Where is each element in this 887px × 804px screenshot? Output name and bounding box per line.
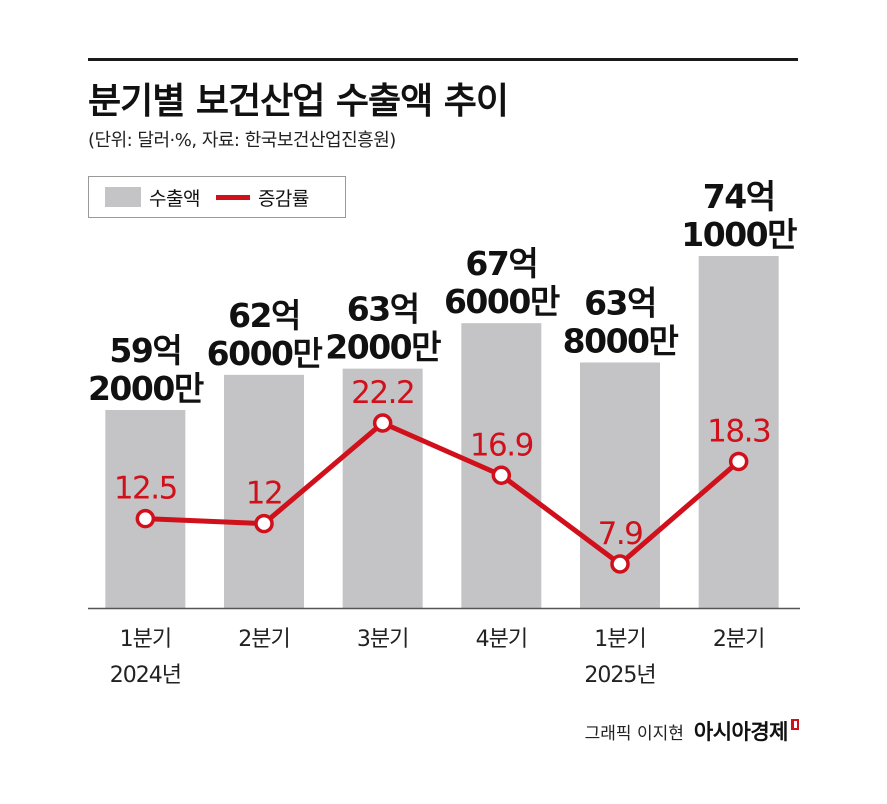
growth-label-6: 18.3 [707, 413, 770, 449]
legend-line-label: 증감률 [257, 187, 309, 210]
x-tick-label-1-line-2: 2024년 [110, 663, 181, 688]
growth-point-3 [372, 413, 393, 433]
growth-label-4: 16.9 [470, 427, 533, 463]
credit: 그래픽 이지현 아시아경제 [585, 716, 799, 746]
bar-value-label-5-line-2: 8000만 [563, 321, 679, 360]
legend-item-growth: 증감률 [215, 184, 309, 211]
chart-subtitle: (단위: 달러·%, 자료: 한국보건산업진흥원) [88, 130, 396, 151]
legend-bar-swatch [105, 187, 141, 207]
x-tick-label-5-line-1: 1분기 [594, 627, 645, 652]
bar-value-label-1-line-2: 2000만 [88, 369, 204, 408]
growth-point-4 [491, 465, 512, 486]
x-tick-label-1-line-1: 1분기 [120, 627, 171, 652]
bar-value-label-4-line-1: 67억 [465, 244, 537, 283]
legend-bar-label: 수출액 [149, 187, 200, 210]
growth-point-5 [610, 554, 630, 574]
bar-6 [698, 256, 779, 608]
bar-value-label-2-line-1: 62억 [228, 296, 300, 335]
legend-item-export: 수출액 [105, 184, 200, 211]
growth-label-1: 12.5 [114, 471, 177, 507]
x-tick-label-6-line-1: 2분기 [713, 627, 764, 652]
brand-logo: 아시아경제 [693, 720, 789, 744]
bar-value-label-3-line-2: 2000만 [325, 328, 441, 367]
growth-label-2: 12 [246, 476, 282, 512]
chart-title: 분기별 보건산업 수출액 추이 [88, 81, 509, 122]
growth-point-6 [728, 451, 749, 472]
growth-label-5: 7.9 [598, 516, 643, 552]
bar-value-label-1-line-1: 59억 [109, 331, 181, 370]
growth-point-2 [254, 513, 274, 534]
bar-value-label-6-line-1: 74억 [703, 177, 775, 216]
growth-point-1 [135, 508, 156, 529]
growth-label-3: 22.2 [351, 375, 414, 411]
legend-line-swatch [215, 194, 250, 200]
legend: 수출액 증감률 [88, 176, 346, 218]
brand-mark-icon [791, 719, 799, 730]
bar-value-label-3-line-1: 63억 [347, 290, 419, 329]
x-tick-label-3-line-1: 3분기 [357, 627, 408, 652]
bar-2 [224, 374, 304, 608]
bar-value-label-6-line-2: 1000만 [681, 215, 797, 254]
top-rule [88, 58, 798, 61]
bar-value-label-2-line-2: 6000만 [207, 334, 323, 373]
growth-rate-line [145, 420, 741, 567]
bar-value-label-4-line-2: 6000만 [444, 282, 560, 321]
x-tick-label-4-line-1: 4분기 [476, 627, 527, 652]
x-tick-label-2-line-1: 2분기 [238, 627, 289, 652]
bar-3 [342, 368, 423, 608]
credit-artist: 그래픽 이지현 [584, 724, 684, 744]
x-tick-label-5-line-2: 2025년 [584, 663, 655, 688]
bar-value-label-5-line-1: 63억 [584, 283, 656, 322]
